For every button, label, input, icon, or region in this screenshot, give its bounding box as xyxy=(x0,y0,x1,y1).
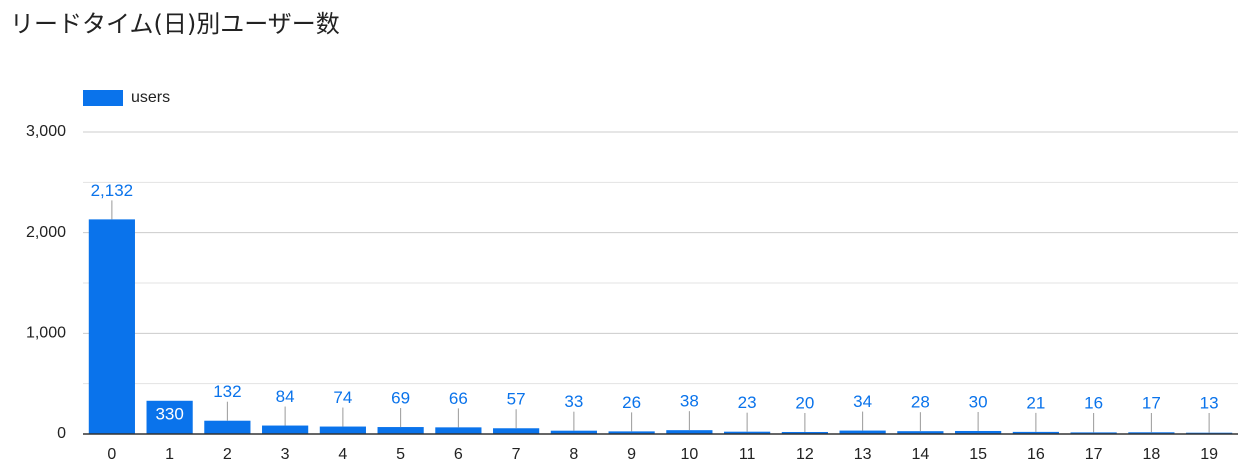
x-tick-label: 8 xyxy=(569,446,578,463)
y-tick-label: 2,000 xyxy=(26,224,66,241)
legend-label: users xyxy=(131,89,170,106)
bar xyxy=(839,430,886,434)
y-tick-label: 1,000 xyxy=(26,325,66,342)
chart-title: リードタイム(日)別ユーザー数 xyxy=(10,10,340,38)
value-label: 30 xyxy=(969,392,988,411)
value-label: 66 xyxy=(449,389,468,408)
x-tick-label: 14 xyxy=(911,446,929,463)
bar xyxy=(493,428,540,434)
value-label: 57 xyxy=(507,390,526,409)
x-tick-label: 16 xyxy=(1027,446,1045,463)
x-tick-label: 13 xyxy=(854,446,872,463)
bar xyxy=(608,431,655,434)
legend-swatch xyxy=(83,90,123,106)
bar xyxy=(88,219,135,434)
value-label: 69 xyxy=(391,389,410,408)
bar xyxy=(262,425,309,434)
bar xyxy=(724,431,771,434)
x-tick-label: 3 xyxy=(281,446,290,463)
bar xyxy=(204,420,251,434)
x-tick-label: 4 xyxy=(338,446,347,463)
bar xyxy=(666,430,713,434)
x-tick-label: 12 xyxy=(796,446,814,463)
x-tick-label: 11 xyxy=(739,446,756,463)
value-label: 33 xyxy=(564,392,583,411)
bar xyxy=(550,430,597,434)
value-label: 84 xyxy=(276,387,295,406)
bar xyxy=(1070,432,1117,434)
value-label: 26 xyxy=(622,393,641,412)
bar xyxy=(146,400,193,434)
value-label: 74 xyxy=(333,388,352,407)
x-tick-label: 0 xyxy=(107,446,116,463)
x-tick-label: 2 xyxy=(223,446,232,463)
x-tick-label: 18 xyxy=(1142,446,1160,463)
x-tick-label: 9 xyxy=(627,446,636,463)
value-label: 16 xyxy=(1084,393,1103,412)
value-label: 23 xyxy=(738,393,757,412)
bar xyxy=(781,431,828,434)
value-label: 17 xyxy=(1142,393,1161,412)
bar xyxy=(1012,431,1059,434)
bar xyxy=(1128,432,1175,434)
value-label: 132 xyxy=(213,382,241,401)
value-label: 21 xyxy=(1026,393,1045,412)
bar xyxy=(897,431,944,434)
y-tick-label: 3,000 xyxy=(26,123,66,140)
bar xyxy=(377,427,424,434)
value-label: 13 xyxy=(1200,393,1219,412)
value-label: 20 xyxy=(795,393,814,412)
x-tick-label: 15 xyxy=(969,446,987,463)
x-tick-label: 7 xyxy=(512,446,521,463)
bar xyxy=(435,427,482,434)
value-label: 2,132 xyxy=(91,181,134,200)
bar xyxy=(319,426,366,434)
x-tick-label: 5 xyxy=(396,446,405,463)
x-tick-label: 17 xyxy=(1085,446,1103,463)
bar xyxy=(955,430,1002,434)
y-tick-label: 0 xyxy=(57,425,66,442)
x-tick-label: 6 xyxy=(454,446,463,463)
value-label: 330 xyxy=(155,404,183,423)
value-label: 38 xyxy=(680,392,699,411)
value-label: 28 xyxy=(911,393,930,412)
value-label: 34 xyxy=(853,392,872,411)
x-tick-label: 1 xyxy=(165,446,174,463)
x-tick-label: 19 xyxy=(1200,446,1218,463)
x-tick-label: 10 xyxy=(680,446,698,463)
